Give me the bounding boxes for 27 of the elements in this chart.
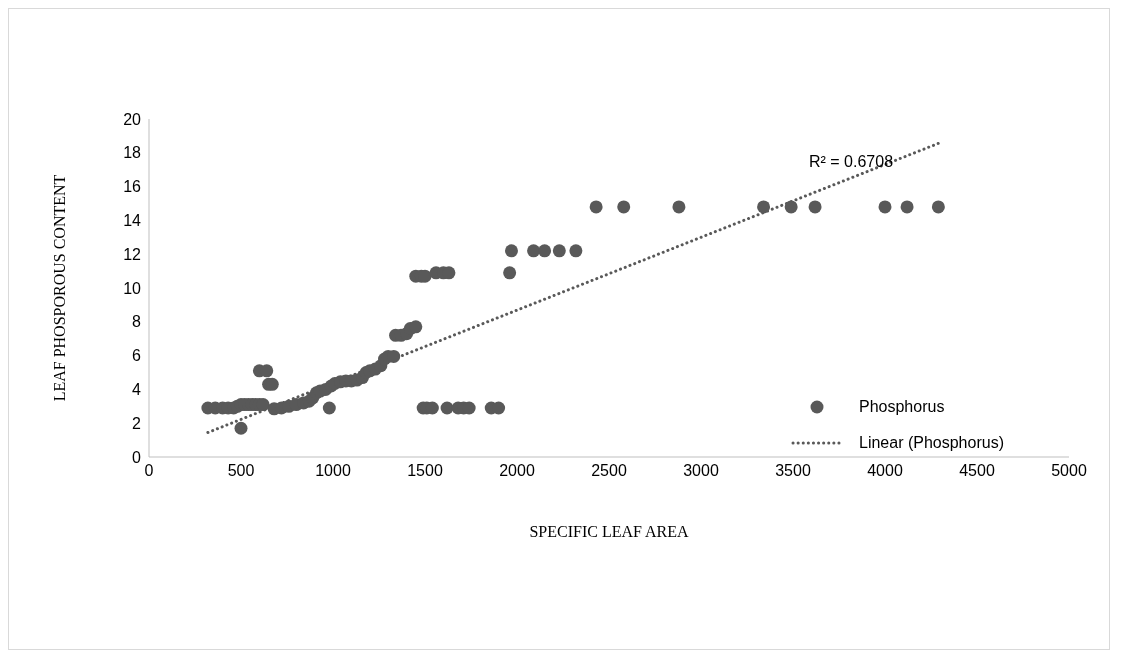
y-axis-title: LEAF PHOSPOROUS CONTENT bbox=[50, 174, 68, 402]
y-tick-label: 16 bbox=[123, 178, 142, 196]
x-tick-label: 1000 bbox=[315, 462, 351, 480]
x-tick-label: 1500 bbox=[407, 462, 443, 480]
y-tick-label: 2 bbox=[132, 414, 142, 432]
y-tick-label: 12 bbox=[123, 245, 142, 263]
x-tick-label: 4000 bbox=[867, 462, 903, 480]
legend-label: Linear (Phosphorus) bbox=[859, 434, 1004, 452]
x-tick-label: 4500 bbox=[959, 462, 995, 480]
x-tick-label: 3000 bbox=[683, 462, 719, 480]
x-tick-label: 2000 bbox=[499, 462, 535, 480]
annotation: R² = 0.6708 bbox=[809, 153, 894, 170]
x-tick-label: 0 bbox=[144, 462, 154, 480]
x-tick-label: 5000 bbox=[1051, 462, 1087, 480]
y-tick-label: 14 bbox=[123, 212, 142, 230]
x-axis-title: SPECIFIC LEAF AREA bbox=[529, 523, 690, 540]
x-tick-label: 500 bbox=[227, 462, 255, 480]
x-tick-label: 3500 bbox=[775, 462, 811, 480]
y-tick-label: 8 bbox=[132, 313, 142, 331]
y-tick-label: 10 bbox=[123, 279, 142, 297]
x-tick-label: 2500 bbox=[591, 462, 627, 480]
y-tick-label: 4 bbox=[132, 381, 142, 399]
y-tick-label: 6 bbox=[132, 347, 142, 365]
y-tick-label: 18 bbox=[123, 144, 142, 162]
y-tick-label: 20 bbox=[123, 110, 142, 128]
legend-label: Phosphorus bbox=[859, 398, 945, 416]
y-tick-label: 0 bbox=[132, 448, 142, 466]
